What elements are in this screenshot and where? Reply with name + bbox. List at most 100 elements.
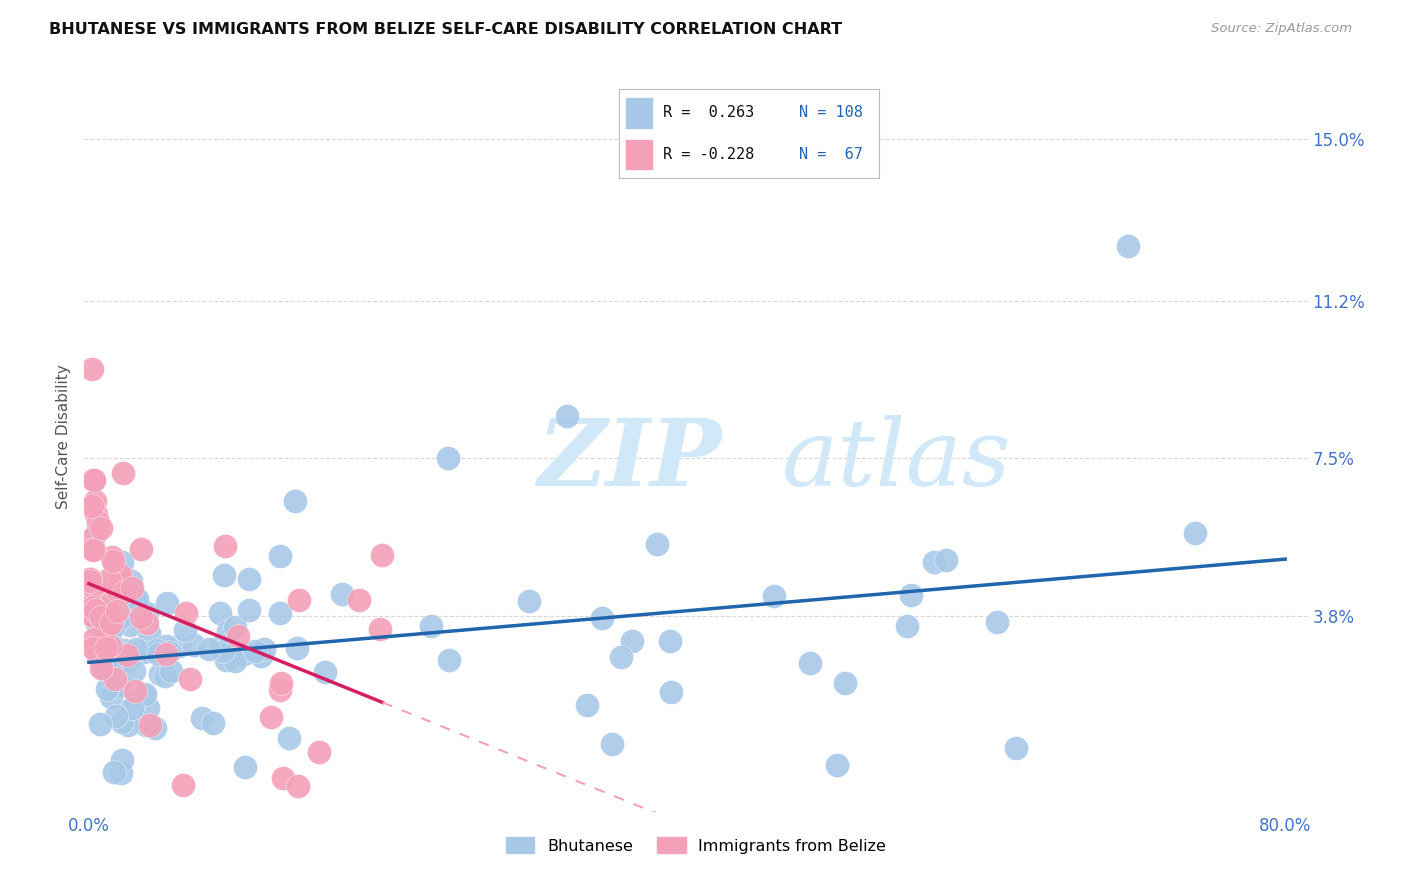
Point (825, 758, 848, 772)
Point (98, 632, 121, 646)
Point (217, 624, 239, 638)
Point (101, 549, 124, 564)
Text: atlas: atlas (782, 415, 1011, 505)
Text: ZIP: ZIP (537, 415, 721, 505)
Point (93, 618, 115, 632)
Point (82, 641, 104, 656)
Point (86, 577, 108, 591)
Point (111, 715, 134, 730)
Point (121, 581, 143, 595)
Point (575, 698, 598, 713)
Point (146, 647, 169, 661)
Point (104, 672, 127, 686)
Text: R = -0.228: R = -0.228 (662, 147, 754, 162)
Point (110, 766, 132, 780)
Point (208, 606, 231, 620)
Point (269, 549, 291, 563)
Point (149, 667, 172, 681)
Point (138, 701, 160, 715)
Point (224, 654, 246, 668)
Point (111, 754, 134, 768)
Point (215, 652, 238, 666)
Point (368, 622, 391, 636)
Point (762, 590, 785, 604)
Point (610, 650, 633, 665)
Point (834, 676, 856, 690)
Point (100, 690, 122, 704)
Point (125, 592, 148, 607)
Point (129, 609, 152, 624)
Point (250, 649, 273, 664)
Point (84, 603, 107, 617)
Point (155, 647, 177, 661)
Text: N =  67: N = 67 (800, 147, 863, 162)
Point (659, 633, 682, 648)
Point (284, 494, 307, 508)
Point (117, 653, 139, 667)
Point (238, 572, 260, 586)
Point (419, 619, 441, 633)
Point (143, 722, 166, 736)
Point (121, 701, 143, 715)
Point (183, 639, 205, 653)
Point (84, 615, 107, 629)
Point (136, 607, 159, 621)
FancyBboxPatch shape (627, 98, 652, 128)
Point (557, 409, 579, 423)
Point (83, 541, 105, 556)
Point (79, 574, 101, 589)
Point (83, 474, 105, 488)
Point (270, 675, 292, 690)
Point (174, 624, 197, 638)
Point (108, 568, 131, 582)
Point (314, 665, 336, 679)
Point (900, 588, 922, 602)
Point (172, 778, 194, 792)
Point (90, 521, 112, 535)
Point (110, 610, 132, 624)
Point (136, 615, 159, 630)
Point (125, 642, 148, 657)
Point (90, 610, 112, 624)
Point (139, 718, 162, 732)
Point (87, 648, 110, 662)
Point (104, 708, 127, 723)
Point (80, 361, 103, 376)
Point (96, 641, 118, 656)
Point (245, 644, 267, 658)
Point (191, 711, 214, 725)
Point (1005, 740, 1028, 755)
Point (82, 499, 104, 513)
Point (330, 587, 353, 601)
Point (86, 507, 108, 521)
Point (103, 619, 125, 633)
Point (117, 718, 139, 732)
Point (83, 494, 105, 508)
Point (986, 615, 1008, 629)
Point (100, 652, 122, 666)
Point (202, 716, 225, 731)
Point (96, 681, 118, 696)
Point (134, 645, 156, 659)
Point (288, 593, 311, 607)
Point (105, 603, 128, 617)
Point (799, 656, 821, 670)
Point (121, 646, 143, 660)
Point (209, 640, 232, 654)
Point (138, 625, 160, 640)
Point (591, 610, 613, 624)
Point (212, 568, 235, 582)
Point (98, 639, 121, 653)
Text: R =  0.263: R = 0.263 (662, 105, 754, 120)
Point (94, 593, 117, 607)
Point (82, 542, 104, 557)
Point (122, 664, 145, 678)
Point (287, 641, 309, 656)
Text: Source: ZipAtlas.com: Source: ZipAtlas.com (1212, 22, 1353, 36)
Point (153, 669, 176, 683)
Point (659, 684, 682, 698)
Point (922, 555, 945, 569)
Point (645, 536, 668, 550)
Point (118, 618, 141, 632)
Point (517, 594, 540, 608)
